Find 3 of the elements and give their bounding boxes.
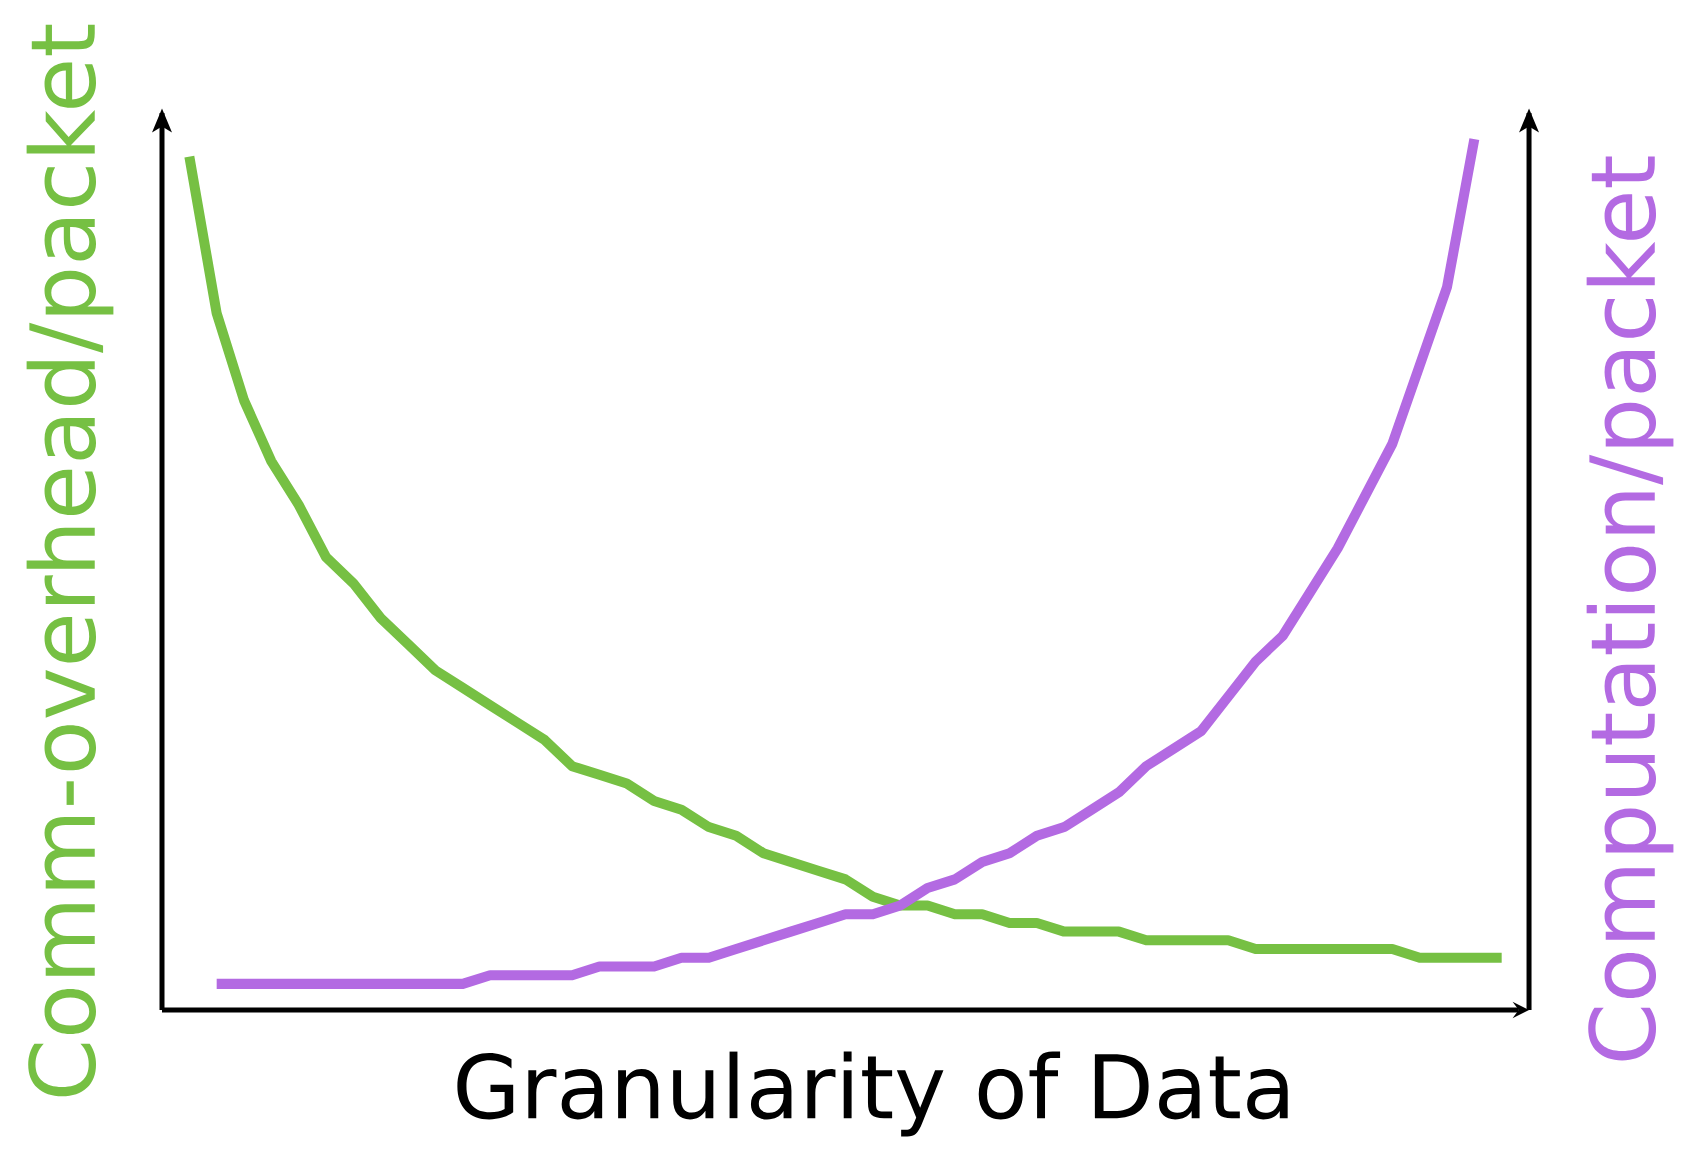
- x-axis-title: Granularity of Data: [457, 1051, 1288, 1137]
- y-axis-title: Comm-overhead/packet: [26, 24, 114, 1097]
- y2-axis-title: Computation/packet: [1586, 156, 1674, 1061]
